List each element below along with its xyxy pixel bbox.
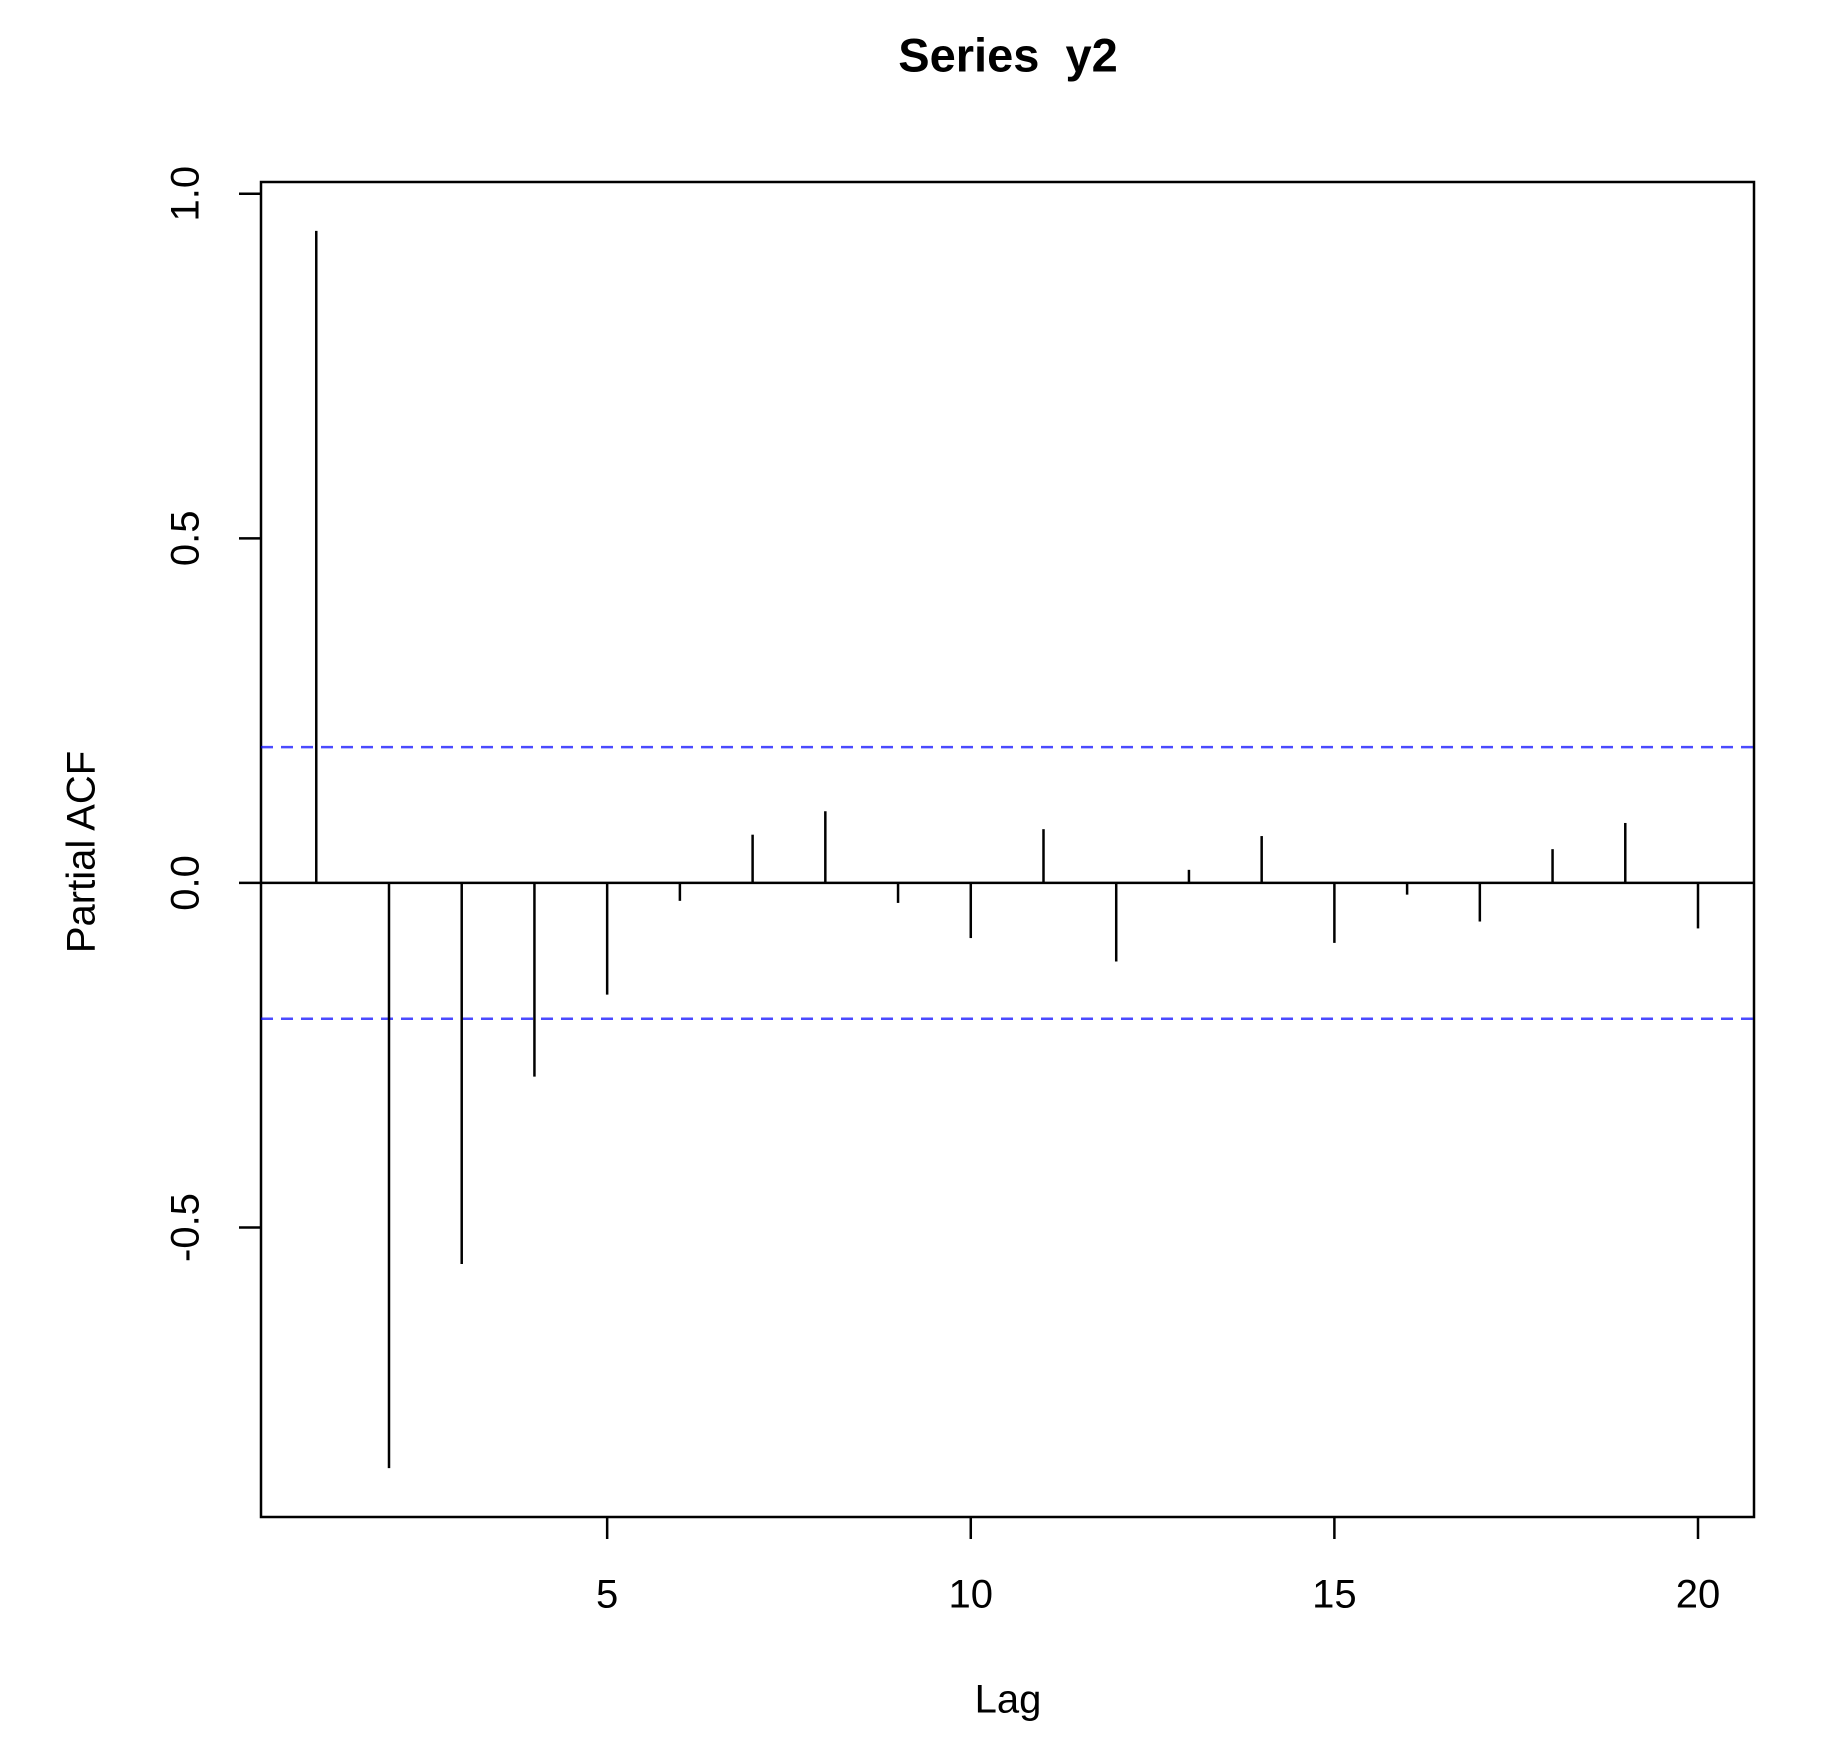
y-tick-label: 0.0 xyxy=(164,855,208,911)
x-axis-label: Lag xyxy=(975,1678,1042,1722)
x-tick-label: 15 xyxy=(1312,1573,1357,1617)
y-tick-label: -0.5 xyxy=(164,1193,208,1262)
plot-frame xyxy=(259,180,1756,1519)
chart-title: Series y2 xyxy=(898,28,1118,81)
x-tick-label: 20 xyxy=(1676,1573,1721,1617)
y-axis-label: Partial ACF xyxy=(60,751,104,953)
x-tick-label: 5 xyxy=(596,1573,618,1617)
y-tick-label: 0.5 xyxy=(164,511,208,567)
x-tick-label: 10 xyxy=(949,1573,994,1617)
y-tick-label: 1.0 xyxy=(164,166,208,222)
